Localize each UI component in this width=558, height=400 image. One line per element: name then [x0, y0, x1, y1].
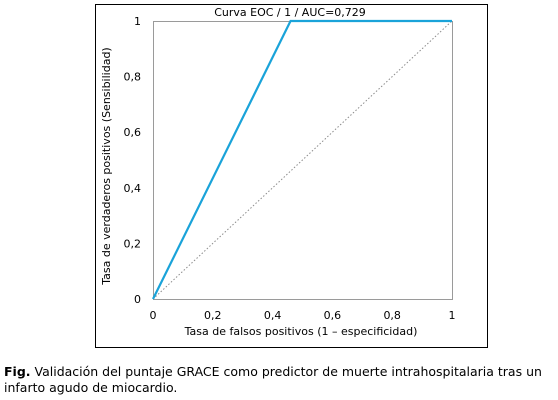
- x-tick-label: 0: [150, 309, 157, 322]
- caption-text: Validación del puntaje GRACE como predic…: [4, 364, 542, 395]
- x-axis-ticks: 0 0,2 0,4 0,6 0,8 1: [150, 309, 456, 322]
- y-tick-label: 1: [134, 15, 141, 28]
- y-axis-ticks: 0 0,2 0,4 0,6 0,8 1: [124, 15, 142, 306]
- y-tick-label: 0,4: [124, 182, 142, 195]
- x-tick-label: 0,6: [324, 309, 342, 322]
- figure-frame: [95, 4, 488, 348]
- caption-label: Fig.: [4, 364, 31, 379]
- figure-caption: Fig. Validación del puntaje GRACE como p…: [4, 364, 556, 396]
- x-tick-label: 0,8: [383, 309, 401, 322]
- series-layer: [152, 19, 453, 300]
- roc-curve-line: [152, 19, 452, 300]
- y-tick-label: 0,2: [124, 237, 142, 250]
- y-tick-label: 0,8: [124, 71, 142, 84]
- roc-chart: Curva EOC / 1 / AUC=0,729 0 0,2 0,4 0,6 0,8 1…: [95, 4, 488, 348]
- y-tick-label: 0: [134, 293, 141, 306]
- y-tick-label: 0,6: [124, 126, 142, 139]
- y-axis-label: Tasa de verdaderos positivos (Sensibilid…: [100, 47, 113, 285]
- x-axis-label: Tasa de falsos positivos (1 – especifici…: [184, 325, 418, 338]
- reference-diagonal-line: [152, 20, 453, 300]
- x-tick-label: 1: [449, 309, 456, 322]
- x-tick-label: 0,2: [204, 309, 222, 322]
- chart-title: Curva EOC / 1 / AUC=0,729: [214, 6, 366, 19]
- x-tick-label: 0,4: [264, 309, 282, 322]
- plot-area-border: [153, 21, 453, 300]
